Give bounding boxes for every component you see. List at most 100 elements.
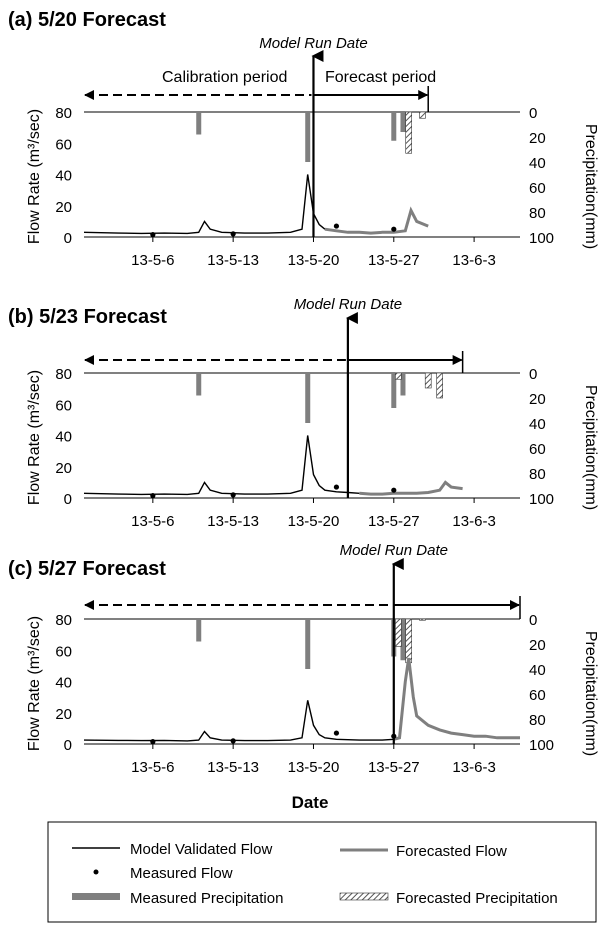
right-tick-label: 100 [529,737,554,754]
left-tick-label: 0 [64,491,72,508]
model-validated-flow-line [83,700,394,742]
x-tick-label: 13-5-13 [207,252,259,269]
left-tick-label: 40 [55,429,72,446]
forecast-precip-bar [424,372,432,389]
left-tick-label: 60 [55,643,72,660]
forecast-precip-bar [419,111,426,119]
forecasted-flow-line [324,206,429,235]
legend-measured-precip-label: Measured Precipitation [130,890,283,907]
measured-precip-bar [196,373,202,396]
x-tick-label: 13-5-20 [288,513,340,530]
legend-measured-precip-swatch [72,893,120,900]
forecast-precip-bar [405,618,413,664]
model-run-date-label: Model Run Date [294,296,402,313]
left-tick-label: 80 [55,105,72,122]
model-run-date-label: Model Run Date [340,542,448,559]
legend-forecast-precip-swatch [339,892,389,901]
measured-precip-bar [305,619,311,669]
measured-flow-point [150,493,156,499]
measured-precip-bar [400,619,406,661]
x-axis-label: Date [292,793,329,812]
forecast-precip-bar [395,372,402,380]
left-tick-label: 20 [55,460,72,477]
right-tick-label: 80 [529,466,546,483]
chart-panel-1: (b) 5/23 Forecast 0 20 40 60 80 0 20 40 60 80 100 13… [8,296,599,530]
forecast-precip-bar [419,618,426,621]
right-tick-label: 60 [529,687,546,704]
left-tick-label: 40 [55,675,72,692]
forecast-precip-bar [405,111,413,154]
measured-precip-bar [391,112,397,141]
calibration-period-label: Calibration period [162,69,287,86]
measured-flow-point [230,738,236,744]
measured-flow-point [230,231,236,237]
measured-flow-point [333,484,340,490]
measured-precip-bar [305,112,311,162]
measured-flow-point [150,739,156,745]
right-tick-label: 0 [529,105,537,122]
measured-precip-bar [391,373,397,408]
x-tick-label: 13-5-20 [288,759,340,776]
measured-precip-bar [305,373,311,423]
left-tick-label: 20 [55,706,72,723]
left-tick-label: 0 [64,737,72,754]
right-tick-label: 60 [529,180,546,197]
forecast-precip-bar [395,618,402,647]
legend-model-flow-label: Model Validated Flow [130,841,272,858]
right-tick-label: 40 [529,416,546,433]
x-tick-label: 13-5-6 [131,759,174,776]
measured-flow-point [230,492,236,498]
left-tick-label: 0 [64,230,72,247]
x-tick-label: 13-5-13 [207,759,259,776]
right-tick-label: 100 [529,491,554,508]
right-axis-label: Precipitation(mm) [582,631,599,756]
left-tick-label: 80 [55,612,72,629]
left-tick-label: 20 [55,199,72,216]
model-validated-flow-line [83,174,326,235]
measured-flow-point [150,232,156,238]
chart-panel-2: (c) 5/27 Forecast 0 20 40 60 80 0 20 40 60 80 100 13… [8,542,599,776]
forecasted-flow-line [359,480,463,496]
panel-title: (c) 5/27 Forecast [8,558,166,580]
right-tick-label: 100 [529,230,554,247]
measured-precip-bar [196,112,202,135]
x-tick-label: 13-5-6 [131,252,174,269]
right-axis-label: Precipitation(mm) [582,385,599,510]
forecast-period-label: Forecast period [325,69,436,86]
measured-flow-point [391,487,397,493]
forecast-precip-bar [436,372,443,399]
measured-precip-bar [400,373,406,396]
left-tick-label: 60 [55,136,72,153]
x-tick-label: 13-5-27 [368,759,420,776]
panel-title: (b) 5/23 Forecast [8,306,167,328]
measured-precip-bar [196,619,202,642]
left-tick-label: 60 [55,397,72,414]
legend-box [47,821,597,923]
measured-flow-point [333,223,340,229]
measured-precip-bar [400,112,406,132]
model-run-date-label: Model Run Date [259,35,367,52]
model-validated-flow-line [83,435,360,496]
measured-flow-point [391,226,397,232]
right-tick-label: 0 [529,366,537,383]
right-tick-label: 20 [529,130,546,147]
forecasted-flow-line [393,657,520,741]
right-tick-label: 80 [529,712,546,729]
left-tick-label: 40 [55,168,72,185]
panel-title: (a) 5/20 Forecast [8,9,166,31]
right-tick-label: 0 [529,612,537,629]
x-tick-label: 13-5-27 [368,513,420,530]
right-tick-label: 40 [529,662,546,679]
legend-forecast-precip-label: Forecasted Precipitation [396,890,558,907]
left-tick-label: 80 [55,366,72,383]
right-tick-label: 40 [529,155,546,172]
legend: Model Validated Flow Forecasted Flow Mea… [47,821,597,923]
x-tick-label: 13-5-13 [207,513,259,530]
right-tick-label: 60 [529,441,546,458]
chart-panel-0: (a) 5/20 Forecast 0 20 40 60 80 0 20 40 60 80 100 13… [8,9,599,269]
measured-flow-point [333,730,340,736]
legend-measured-flow-label: Measured Flow [130,865,233,882]
x-tick-label: 13-5-27 [368,252,420,269]
right-tick-label: 80 [529,205,546,222]
